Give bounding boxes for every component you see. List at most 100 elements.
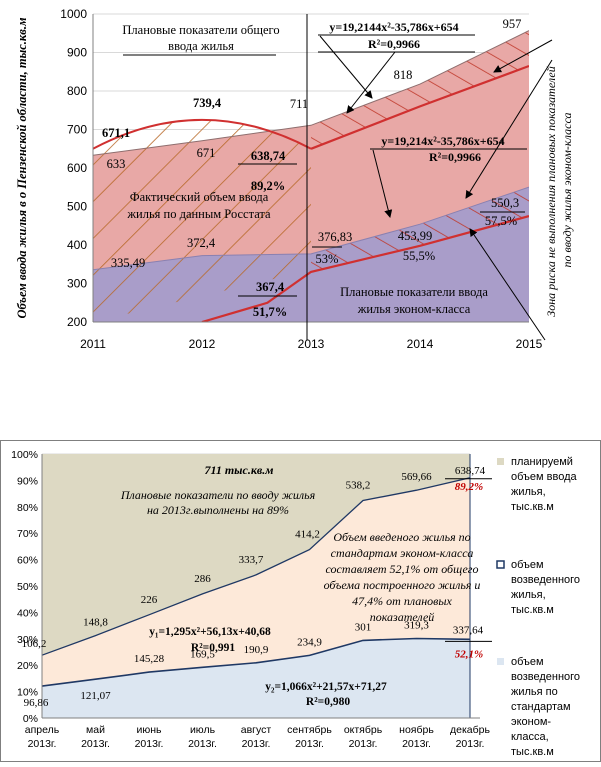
risk-zone-econ-hatch xyxy=(311,187,529,272)
trend-line-econ xyxy=(201,215,529,322)
x-tick-2012: 2012 xyxy=(189,337,216,351)
fact-label-line1: Фактический объем ввода xyxy=(130,190,269,204)
y-tick-20%: 20% xyxy=(17,660,38,672)
built-label-4: 333,7 xyxy=(239,554,264,566)
x-tick-5: сентябрь 2013г. xyxy=(287,724,332,750)
label-739-4: 739,4 xyxy=(193,96,222,110)
y-tick-10%: 10% xyxy=(17,687,38,699)
econ-label-6: 301 xyxy=(355,621,372,633)
y-tick-60%: 60% xyxy=(17,555,38,567)
econ-plan-line xyxy=(93,186,529,271)
legend-label-built: объем возведенного жилья, тыс.кв.м xyxy=(511,559,583,616)
econ-line xyxy=(41,637,471,687)
label-335-49: 335,49 xyxy=(111,256,145,270)
y-tick-700: 700 xyxy=(67,123,87,137)
label-957: 957 xyxy=(503,17,522,31)
label-55-5: 55,5% xyxy=(403,249,435,263)
y-tick-300: 300 xyxy=(67,277,87,291)
label-638-74: 638,74 xyxy=(251,149,286,163)
x-tick-7: ноябрь 2013г. xyxy=(399,724,434,750)
x-tick-4: август 2013г. xyxy=(241,724,272,750)
econ-note-line3: составляет 52,1% от общего xyxy=(326,562,479,576)
label-372-4: 372,4 xyxy=(187,236,216,250)
y-tick-0%: 0% xyxy=(23,713,38,725)
x-tick-8: декабрь 2013г. xyxy=(450,724,490,750)
y-tick-labels: 200 300 400 500 600 700 800 900 1000 xyxy=(60,7,87,329)
econ-note: Объем введеного жилья по стандартам экон… xyxy=(324,530,481,624)
equation-2: y₂=1,066x²+21,57x+71,27 xyxy=(265,681,387,693)
r2-mid: R²=0,9966 xyxy=(429,150,481,164)
label-89-2: 89,2% xyxy=(251,179,285,193)
plan-total-label-line1: Плановые показатели общего xyxy=(122,23,279,37)
y-tick-70%: 70% xyxy=(17,528,38,540)
label-711: 711 xyxy=(290,97,308,111)
econ-plan-label-line2: жилья эконом-класса xyxy=(357,302,471,316)
econ-note-line4: объема построенного жилья и xyxy=(324,578,481,592)
plan-total-label-line2: ввода жилья xyxy=(168,39,234,53)
built-label-7: 569,66 xyxy=(401,471,432,483)
legend-swatch-planned xyxy=(497,458,504,465)
y-tick-1000: 1000 xyxy=(60,7,87,21)
peak-arc-2012 xyxy=(93,118,312,150)
equation-1: y₁=1,295x²+56,13x+40,68 xyxy=(149,626,271,638)
y-tick-400: 400 xyxy=(67,238,87,252)
econ-label-4: 190,9 xyxy=(244,644,269,656)
label-376-83: 376,83 xyxy=(318,230,352,244)
x-tick-3: июль 2013г. xyxy=(188,724,217,750)
econ-label-8: 337,64 xyxy=(453,624,484,636)
y-tick-labels: 0% 10% 20% 30% 40% 50% 60% 70% 80% 90% 100% xyxy=(11,449,38,725)
risk-zone-label: Зона риска не выполнения плановых показа… xyxy=(544,63,574,316)
y-tick-200: 200 xyxy=(67,315,87,329)
econ-note-line1: Объем введеного жилья по xyxy=(333,530,470,544)
econ-label-7: 319,3 xyxy=(404,620,429,632)
legend-label-planned: планируемй объем ввода жилья, тыс.кв.м xyxy=(511,456,580,513)
econ-note-line5: 47,4% от плановых xyxy=(352,594,452,608)
arrow-risk-mid xyxy=(465,59,553,199)
econ-label-1: 121,07 xyxy=(80,690,111,702)
equation-mid: y=19,214x²-35,786x+654 xyxy=(381,134,504,148)
x-tick-0: апрель 2013г. xyxy=(25,724,60,750)
label-550-3: 550,3 xyxy=(491,196,519,210)
x-tick-labels: апрель 2013г. май 2013г. июнь 2013г. июль 2013г… xyxy=(25,724,491,750)
label-453-99: 453,99 xyxy=(398,229,432,243)
y-axis-title: Объем ввода жилья в о Пензенской области… xyxy=(15,17,29,318)
built-label-1: 148,8 xyxy=(83,617,108,629)
label-57-5: 57,5% xyxy=(485,214,517,228)
data-labels: 106,2 148,8 226 286 333,7 414,2 538,2 569,66 638… xyxy=(22,465,492,709)
fact-label-line2: жилья по данным Росстата xyxy=(126,207,271,221)
x-tick-2014: 2014 xyxy=(407,337,434,351)
label-671: 671 xyxy=(197,146,216,160)
legend-swatch-built xyxy=(496,560,505,569)
hatch-region-2011-2013 xyxy=(93,119,311,322)
monthly-housing-chart-svg: 0% 10% 20% 30% 40% 50% 60% 70% 80% 90% 100% апрель… xyxy=(0,440,601,762)
econ-plan-label-line1: Плановые показатели ввода xyxy=(340,285,488,299)
arrow-risk-bottom xyxy=(469,228,546,341)
econ-note-line2: стандартам эконом-класса xyxy=(331,546,474,560)
econ-label-5: 234,9 xyxy=(297,636,322,648)
plan-note-line2: на 2013г.выполнены на 89% xyxy=(147,503,289,517)
r2-2: R²=0,980 xyxy=(306,696,350,708)
plan-note-line1: Плановые показатели по вводу жилья xyxy=(120,488,316,502)
econ-note-line6: показателей xyxy=(370,610,435,624)
arrow-risk-top xyxy=(493,39,553,73)
built-label-0: 106,2 xyxy=(22,638,47,650)
x-tick-2015: 2015 xyxy=(516,337,543,351)
arrow-eq-mid xyxy=(372,149,393,218)
x-tick-6: октябрь 2013г. xyxy=(344,724,383,750)
legend-label-econ: объем возведенного жилья по стандартам э… xyxy=(511,656,583,758)
plan-total-line xyxy=(93,30,529,156)
x-tick-2011: 2011 xyxy=(80,337,106,351)
y-tick-500: 500 xyxy=(67,200,87,214)
y-tick-900: 900 xyxy=(67,46,87,60)
built-label-6: 538,2 xyxy=(346,479,371,491)
label-671-1: 671,1 xyxy=(102,126,130,140)
label-367-4: 367,4 xyxy=(256,280,285,294)
pct-econ-label: 52,1% xyxy=(455,648,483,660)
econ-area xyxy=(42,638,470,718)
built-label-5: 414,2 xyxy=(295,529,320,541)
risk-zone-total-hatch xyxy=(311,30,529,149)
arrow-eq-top xyxy=(319,35,373,99)
y-tick-50%: 50% xyxy=(17,581,38,593)
econ-label-3: 169,5 xyxy=(190,648,215,660)
